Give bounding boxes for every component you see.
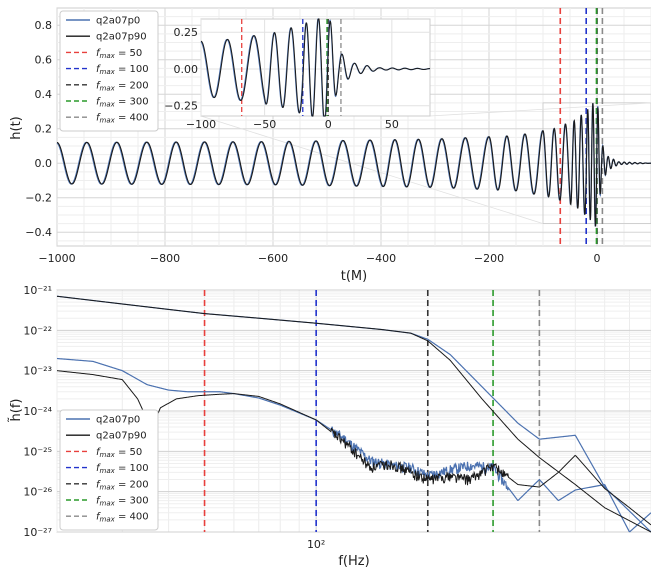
frequency-domain-fmax-lines <box>203 290 541 532</box>
legend-label: fmax = 300 <box>96 97 149 109</box>
inset-y-ticks: −0.25 0.00 0.25 <box>164 26 198 112</box>
legend-label-value: = 400 <box>115 113 149 124</box>
y-tick-label: 0.8 <box>35 19 53 32</box>
legend-label: fmax = 100 <box>96 64 149 76</box>
y-tick-label: 10⁻²¹ <box>23 284 52 297</box>
legend-label: fmax = 400 <box>96 512 149 524</box>
series-line-q2a07p90-upper <box>56 295 651 533</box>
legend-label-sub: max <box>100 117 116 125</box>
legend-label-f: f <box>96 463 101 474</box>
time-domain-plot: −1000 −800 −600 −400 −200 0 −0.4−0.20.00.20.4… <box>9 7 651 284</box>
legend-label: fmax = 400 <box>96 113 149 125</box>
y-tick-label: 0.0 <box>35 157 53 170</box>
legend-label: fmax = 200 <box>96 479 149 491</box>
x-tick-label: −800 <box>150 252 180 265</box>
legend-label: fmax = 200 <box>96 80 149 92</box>
x-tick-label: −400 <box>366 252 396 265</box>
legend-label: fmax = 300 <box>96 496 149 508</box>
legend-label-value: = 300 <box>115 97 149 108</box>
y-tick-label: 10⁻²⁵ <box>23 445 52 458</box>
legend-label-value: = 100 <box>115 463 149 474</box>
frequency-domain-y-ticks: 10⁻²¹ 10⁻²² 10⁻²³ 10⁻²⁴ 10⁻²⁵ 10⁻²⁶ 10⁻²⁷ <box>23 284 52 539</box>
legend-label-f: f <box>96 113 101 124</box>
y-tick-label: 10⁻²⁶ <box>23 486 52 499</box>
legend-label: fmax = 100 <box>96 463 149 475</box>
legend-label-value: = 200 <box>115 80 149 91</box>
legend-label-f: f <box>96 447 101 458</box>
frequency-domain-y-axis-label: h̃(f) <box>9 399 24 423</box>
legend-label-f: f <box>96 64 101 75</box>
legend-label-value: = 300 <box>115 496 149 507</box>
time-domain-x-ticks: −1000 −800 −600 −400 −200 0 <box>38 252 600 265</box>
legend-label-value: = 400 <box>115 512 149 523</box>
zoom-connector <box>200 115 544 224</box>
legend-label-value: = 50 <box>115 447 142 458</box>
zoom-connector <box>429 102 651 117</box>
legend-label-f: f <box>96 496 101 507</box>
legend-label-sub: max <box>100 451 116 459</box>
legend-label: fmax = 50 <box>96 48 142 60</box>
y-tick-label: 10⁻²⁴ <box>23 405 52 418</box>
legend-label-sub: max <box>100 68 116 76</box>
series-line-q2a07p0-lower <box>56 357 651 533</box>
legend-label-sub: max <box>100 516 116 524</box>
time-domain-series <box>56 102 651 227</box>
series-line-q2a07p90 <box>200 18 431 117</box>
y-tick-label: −0.4 <box>25 226 52 239</box>
y-tick-label: 0.6 <box>35 54 53 67</box>
legend-label-value: = 50 <box>115 48 142 59</box>
zoom-inset: −100 −50 0 50 −0.25 0.00 0.25 <box>164 18 431 131</box>
legend-label-value: = 100 <box>115 64 149 75</box>
x-tick-label: 0 <box>594 252 601 265</box>
legend-label-value: = 200 <box>115 479 149 490</box>
x-tick-label: −1000 <box>38 252 75 265</box>
legend-label: q2a07p90 <box>96 32 147 43</box>
y-tick-label: 10⁻²² <box>23 324 52 337</box>
y-tick-label: −0.25 <box>164 100 198 113</box>
y-tick-label: 0.2 <box>35 123 53 136</box>
time-domain-y-axis-label: h(t) <box>9 116 24 139</box>
time-domain-y-ticks: −0.4 −0.2 0.0 0.2 0.4 0.6 0.8 <box>25 19 52 239</box>
y-tick-label: 0.4 <box>35 88 53 101</box>
legend-label-sub: max <box>100 467 116 475</box>
inset-series <box>200 18 431 117</box>
legend-label-sub: max <box>100 483 116 491</box>
frequency-domain-x-ticks: 10² <box>307 538 325 551</box>
legend-label-f: f <box>96 479 101 490</box>
legend-label-sub: max <box>100 500 116 508</box>
legend-label-sub: max <box>100 84 116 92</box>
series-line-q2a07p90 <box>56 102 651 227</box>
frequency-domain-plot: 10² 10⁻²¹10⁻²²10⁻²³10⁻²⁴10⁻²⁵10⁻²⁶10⁻²⁷ … <box>9 284 651 569</box>
legend-label-f: f <box>96 512 101 523</box>
x-tick-label: −600 <box>258 252 288 265</box>
x-tick-label: −50 <box>253 118 276 131</box>
legend-label-sub: max <box>100 52 116 60</box>
time-domain-x-axis-label: t(M) <box>341 269 367 284</box>
legend-label: q2a07p0 <box>96 415 140 426</box>
y-tick-label: 10⁻²³ <box>23 365 52 378</box>
y-tick-label: 0.00 <box>174 63 199 76</box>
y-tick-label: 10⁻²⁷ <box>23 526 52 539</box>
y-tick-label: 0.25 <box>174 26 199 39</box>
x-tick-label: −200 <box>474 252 504 265</box>
legend-label: q2a07p90 <box>96 431 147 442</box>
x-tick-label: −100 <box>186 118 216 131</box>
legend-label-f: f <box>96 48 101 59</box>
legend-label: fmax = 50 <box>96 447 142 459</box>
y-tick-label: −0.2 <box>25 192 52 205</box>
legend-label-f: f <box>96 97 101 108</box>
legend-label-sub: max <box>100 101 116 109</box>
x-tick-label: 50 <box>385 118 399 131</box>
frequency-domain-x-axis-label: f(Hz) <box>338 554 369 569</box>
legend-label: q2a07p0 <box>96 16 140 27</box>
inset-x-ticks: −100 −50 0 50 <box>186 118 399 131</box>
x-tick-label: 0 <box>325 118 332 131</box>
legend-label-f: f <box>96 80 101 91</box>
x-tick-label: 10² <box>307 538 325 551</box>
